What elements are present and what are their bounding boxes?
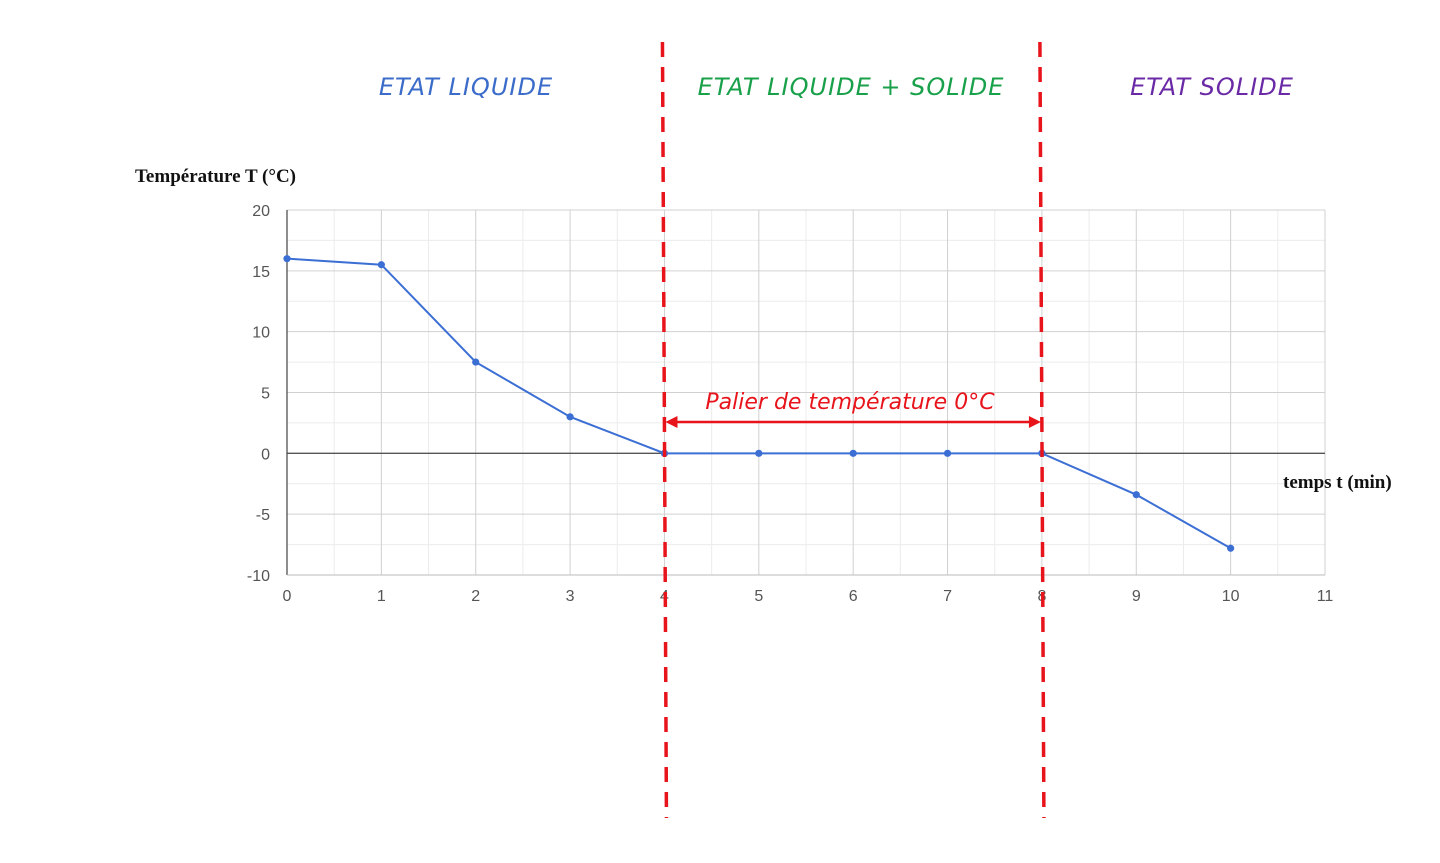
palier-label: Palier de température 0°C — [705, 390, 995, 415]
phase-boundary-line — [660, 41, 669, 819]
y-axis-title: Température T (°C) — [135, 166, 296, 187]
data-point — [849, 449, 857, 457]
phase-labels: ETAT LIQUIDE ETAT LIQUIDE + SOLIDE ETAT … — [379, 73, 1294, 101]
phase-boundaries — [660, 41, 1046, 819]
y-tick-label: -5 — [256, 507, 270, 524]
phase-label-solid: ETAT SOLIDE — [1130, 73, 1294, 101]
y-tick-label: 0 — [261, 446, 270, 463]
x-tick-label: 10 — [1222, 588, 1240, 605]
x-tick-label: 0 — [283, 588, 292, 605]
data-point — [566, 413, 574, 421]
phase-label-mix: ETAT LIQUIDE + SOLIDE — [698, 73, 1005, 101]
y-tick-label: 10 — [252, 325, 270, 342]
x-tick-label: 2 — [471, 588, 480, 605]
y-tick-label: -10 — [247, 568, 270, 585]
y-tick-label: 5 — [261, 386, 270, 403]
x-axis-title: temps t (min) — [1283, 472, 1392, 493]
x-tick-label: 6 — [849, 588, 858, 605]
data-point — [1132, 491, 1140, 499]
palier-annotation: Palier de température 0°C — [665, 390, 1041, 428]
x-tick-label: 1 — [377, 588, 386, 605]
y-tick-label: 20 — [252, 203, 270, 220]
data-point — [755, 449, 763, 457]
x-tick-label: 5 — [754, 588, 763, 605]
data-point — [1227, 544, 1235, 552]
x-tick-label: 9 — [1132, 588, 1141, 605]
x-tick-label: 7 — [943, 588, 952, 605]
phase-label-liquid: ETAT LIQUIDE — [379, 73, 553, 101]
data-point — [283, 255, 291, 263]
y-tick-label: 15 — [252, 264, 270, 281]
data-point — [472, 358, 480, 366]
x-tick-label: 11 — [1317, 588, 1334, 605]
palier-arrow-head-right — [1028, 416, 1041, 428]
phase-boundary-line — [1038, 41, 1046, 819]
x-tick-label: 3 — [566, 588, 575, 605]
palier-arrow-head-left — [665, 416, 678, 428]
data-point — [943, 449, 952, 457]
data-point — [377, 261, 385, 269]
